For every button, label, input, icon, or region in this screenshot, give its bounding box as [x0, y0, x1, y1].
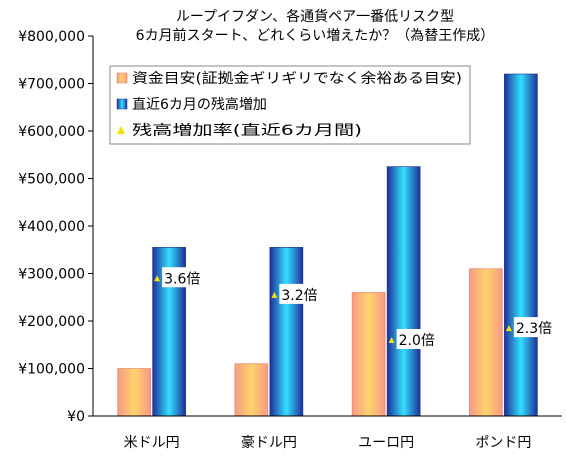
- bar-budget: [234, 363, 269, 417]
- y-tick-label: ¥0: [67, 409, 85, 425]
- x-tick-label: ポンド円: [475, 435, 531, 451]
- y-tick-label: ¥500,000: [18, 172, 85, 188]
- ratio-markers: 3.6倍 3.2倍 2.0倍 2.3倍: [154, 267, 553, 349]
- legend-swatch-budget: [116, 72, 128, 84]
- ratio-label-bg: [279, 283, 319, 304]
- chart-title-line-1: ループイフダン、各通貨ペア一番低リスク型: [176, 8, 454, 25]
- ratio-label: 3.2倍: [281, 288, 317, 304]
- x-axis-tick-labels: 米ドル円 豪ドル円 ユーロ円 ポンド円: [124, 435, 532, 451]
- y-tick-label: ¥300,000: [18, 267, 85, 283]
- y-tick-label: ¥100,000: [18, 362, 85, 378]
- bars: [117, 73, 538, 417]
- ratio-label: 3.6倍: [164, 271, 200, 287]
- y-axis-tick-labels: ¥0 ¥100,000 ¥200,000 ¥300,000 ¥400,000 ¥500,0…: [18, 29, 93, 425]
- bar-increase: [386, 166, 421, 417]
- ratio-marker: [388, 337, 395, 343]
- legend-label-increase: 直近6カ月の残高増加: [132, 96, 267, 113]
- ratio-label: 2.0倍: [399, 333, 435, 349]
- ratio-marker: [505, 325, 512, 332]
- legend-box: [109, 65, 471, 145]
- ratio-label-bg: [162, 267, 202, 288]
- y-tick-label: ¥700,000: [18, 77, 85, 93]
- y-tick-label: ¥200,000: [18, 314, 85, 330]
- chart-title-line-2: 6カ月前スタート、どれくらい増えたか？（為替王作成）: [136, 27, 495, 44]
- x-tick-label: 豪ドル円: [241, 435, 297, 451]
- ratio-label: 2.3倍: [516, 321, 552, 337]
- ratio-marker: [271, 291, 278, 298]
- bar-increase: [269, 247, 304, 417]
- legend-label-budget: 資金目安(証拠金ギリギリでなく余裕ある目安): [132, 70, 462, 87]
- bar-budget: [469, 268, 503, 417]
- y-tick-label: ¥600,000: [18, 124, 85, 140]
- bar-increase: [504, 73, 538, 417]
- legend-swatch-increase: [116, 98, 128, 110]
- ratio-marker: [154, 275, 161, 282]
- legend: 資金目安(証拠金ギリギリでなく余裕ある目安) 直近6カ月の残高増加 残高増加率(…: [109, 65, 471, 145]
- y-tick-label: ¥800,000: [18, 29, 85, 45]
- legend-marker-ratio: [117, 126, 125, 134]
- ratio-label-bg: [513, 317, 553, 338]
- bar-budget: [117, 368, 151, 417]
- x-tick-label: 米ドル円: [124, 435, 180, 451]
- legend-label-ratio: 残高増加率(直近6カ月間): [132, 122, 362, 139]
- y-tick-label: ¥400,000: [18, 219, 85, 235]
- ratio-label-bg: [396, 329, 436, 349]
- bar-budget: [351, 292, 386, 417]
- x-tick-label: ユーロ円: [358, 435, 414, 451]
